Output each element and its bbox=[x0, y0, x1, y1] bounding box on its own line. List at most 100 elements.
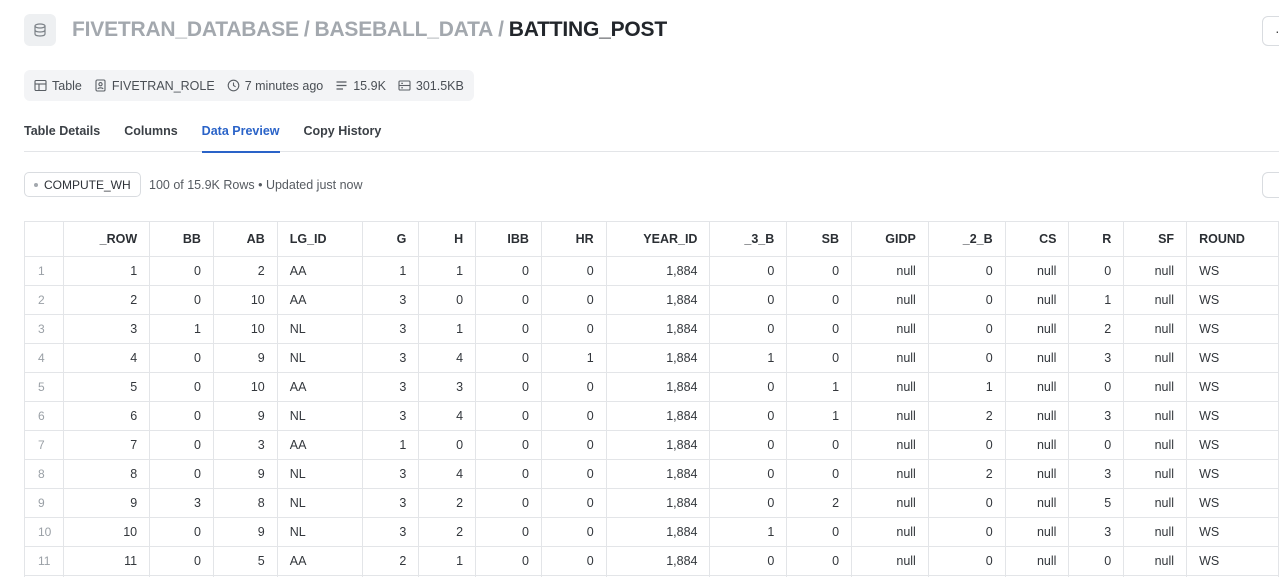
table-cell[interactable]: 1,884 bbox=[605, 401, 711, 431]
table-cell[interactable]: 0 bbox=[540, 430, 607, 460]
table-cell[interactable]: null bbox=[1123, 372, 1188, 402]
table-cell[interactable]: null bbox=[1123, 401, 1188, 431]
table-cell[interactable]: 0 bbox=[149, 372, 214, 402]
table-cell[interactable]: null bbox=[1004, 372, 1070, 402]
table-cell[interactable]: 0 bbox=[927, 546, 1006, 576]
table-cell[interactable]: AA bbox=[276, 430, 363, 460]
table-cell[interactable]: WS bbox=[1186, 517, 1279, 547]
table-cell[interactable]: 0 bbox=[540, 285, 607, 315]
table-cell[interactable]: 0 bbox=[786, 546, 853, 576]
table-cell[interactable]: WS bbox=[1186, 372, 1279, 402]
row-index[interactable]: 3 bbox=[24, 314, 65, 344]
table-cell[interactable]: null bbox=[1004, 517, 1070, 547]
table-cell[interactable]: null bbox=[851, 256, 929, 286]
table-cell[interactable]: 1 bbox=[418, 256, 477, 286]
table-cell[interactable]: null bbox=[1004, 314, 1070, 344]
table-cell[interactable]: null bbox=[1004, 256, 1070, 286]
table-cell[interactable]: 0 bbox=[540, 459, 607, 489]
row-index[interactable]: 8 bbox=[24, 459, 65, 489]
table-cell[interactable]: 1 bbox=[709, 517, 788, 547]
table-cell[interactable]: 0 bbox=[786, 314, 853, 344]
table-row[interactable]: 6 6 0 9 NL 3 4 0 0 1,884 0 1 null 2 null 3 null WS bbox=[24, 401, 1279, 431]
table-cell[interactable]: 0 bbox=[786, 430, 853, 460]
table-cell[interactable]: 1,884 bbox=[605, 256, 711, 286]
tab-copy-history[interactable]: Copy History bbox=[303, 124, 382, 138]
tab-table-details[interactable]: Table Details bbox=[24, 124, 101, 138]
table-cell[interactable]: WS bbox=[1186, 430, 1279, 460]
table-cell[interactable]: NL bbox=[276, 343, 363, 373]
row-index[interactable]: 6 bbox=[24, 401, 65, 431]
table-cell[interactable]: 1 bbox=[418, 314, 477, 344]
table-cell[interactable]: 1 bbox=[418, 546, 477, 576]
table-cell[interactable]: WS bbox=[1186, 546, 1279, 576]
table-cell[interactable]: 1 bbox=[63, 256, 151, 286]
table-cell[interactable]: 0 bbox=[475, 343, 542, 373]
table-cell[interactable]: 0 bbox=[475, 575, 542, 577]
table-cell[interactable]: 10 bbox=[63, 517, 151, 547]
column-header[interactable]: ROUND bbox=[1186, 221, 1279, 257]
table-cell[interactable]: 8 bbox=[63, 459, 151, 489]
table-cell[interactable]: 0 bbox=[149, 459, 214, 489]
table-cell[interactable]: null bbox=[851, 372, 929, 402]
table-cell[interactable]: 0 bbox=[475, 517, 542, 547]
table-cell[interactable]: 0 bbox=[475, 546, 542, 576]
table-cell[interactable]: null bbox=[851, 546, 929, 576]
table-cell[interactable]: AA bbox=[276, 372, 363, 402]
table-cell[interactable]: 3 bbox=[1068, 401, 1125, 431]
table-cell[interactable]: 0 bbox=[786, 517, 853, 547]
table-cell[interactable]: 0 bbox=[709, 430, 788, 460]
table-cell[interactable]: 0 bbox=[149, 343, 214, 373]
table-cell[interactable]: 0 bbox=[927, 488, 1006, 518]
table-cell[interactable]: WS bbox=[1186, 575, 1279, 577]
row-index[interactable]: 9 bbox=[24, 488, 65, 518]
table-cell[interactable]: 3 bbox=[1068, 517, 1125, 547]
table-cell[interactable]: 3 bbox=[1068, 459, 1125, 489]
table-cell[interactable]: 1 bbox=[149, 314, 214, 344]
table-cell[interactable]: 1,884 bbox=[605, 575, 711, 577]
table-cell[interactable]: null bbox=[1004, 575, 1070, 577]
table-cell[interactable]: null bbox=[1123, 285, 1188, 315]
column-header[interactable]: IBB bbox=[475, 221, 542, 257]
table-cell[interactable]: 0 bbox=[418, 285, 477, 315]
table-cell[interactable]: WS bbox=[1186, 314, 1279, 344]
table-cell[interactable]: 0 bbox=[927, 430, 1006, 460]
table-cell[interactable]: 0 bbox=[149, 430, 214, 460]
table-cell[interactable]: 10 bbox=[212, 372, 278, 402]
table-cell[interactable]: null bbox=[1004, 546, 1070, 576]
table-cell[interactable]: null bbox=[851, 285, 929, 315]
table-cell[interactable]: WS bbox=[1186, 343, 1279, 373]
table-cell[interactable]: 3 bbox=[361, 372, 420, 402]
table-cell[interactable]: null bbox=[1123, 314, 1188, 344]
table-cell[interactable]: 1,884 bbox=[605, 488, 711, 518]
table-cell[interactable]: 0 bbox=[418, 430, 477, 460]
column-header[interactable]: SF bbox=[1123, 221, 1188, 257]
table-cell[interactable]: 3 bbox=[361, 488, 420, 518]
table-cell[interactable]: 0 bbox=[475, 285, 542, 315]
table-cell[interactable]: 0 bbox=[149, 285, 214, 315]
table-cell[interactable]: null bbox=[1123, 430, 1188, 460]
table-cell[interactable]: null bbox=[1123, 343, 1188, 373]
table-cell[interactable]: 2 bbox=[927, 459, 1006, 489]
table-cell[interactable]: null bbox=[1123, 488, 1188, 518]
row-index[interactable]: 7 bbox=[24, 430, 65, 460]
column-header[interactable]: LG_ID bbox=[276, 221, 363, 257]
table-cell[interactable]: 0 bbox=[540, 401, 607, 431]
table-cell[interactable]: 0 bbox=[1068, 372, 1125, 402]
table-cell[interactable]: 4 bbox=[418, 343, 477, 373]
table-cell[interactable]: null bbox=[1123, 546, 1188, 576]
table-cell[interactable]: 0 bbox=[709, 314, 788, 344]
table-row[interactable]: 9 9 3 8 NL 3 2 0 0 1,884 0 2 null 0 null 5 null WS bbox=[24, 488, 1279, 518]
table-row[interactable]: 1 1 0 2 AA 1 1 0 0 1,884 0 0 null 0 null 0 null WS bbox=[24, 256, 1279, 286]
table-cell[interactable]: null bbox=[1004, 401, 1070, 431]
table-cell[interactable]: 1,884 bbox=[605, 517, 711, 547]
table-cell[interactable]: 0 bbox=[1068, 546, 1125, 576]
table-cell[interactable]: 1 bbox=[361, 256, 420, 286]
table-cell[interactable]: 3 bbox=[418, 372, 477, 402]
table-cell[interactable]: 2 bbox=[786, 488, 853, 518]
table-cell[interactable]: 0 bbox=[786, 256, 853, 286]
row-index[interactable]: 12 bbox=[24, 575, 65, 577]
table-cell[interactable]: 2 bbox=[418, 517, 477, 547]
table-cell[interactable]: 9 bbox=[63, 488, 151, 518]
table-cell[interactable]: 0 bbox=[475, 430, 542, 460]
